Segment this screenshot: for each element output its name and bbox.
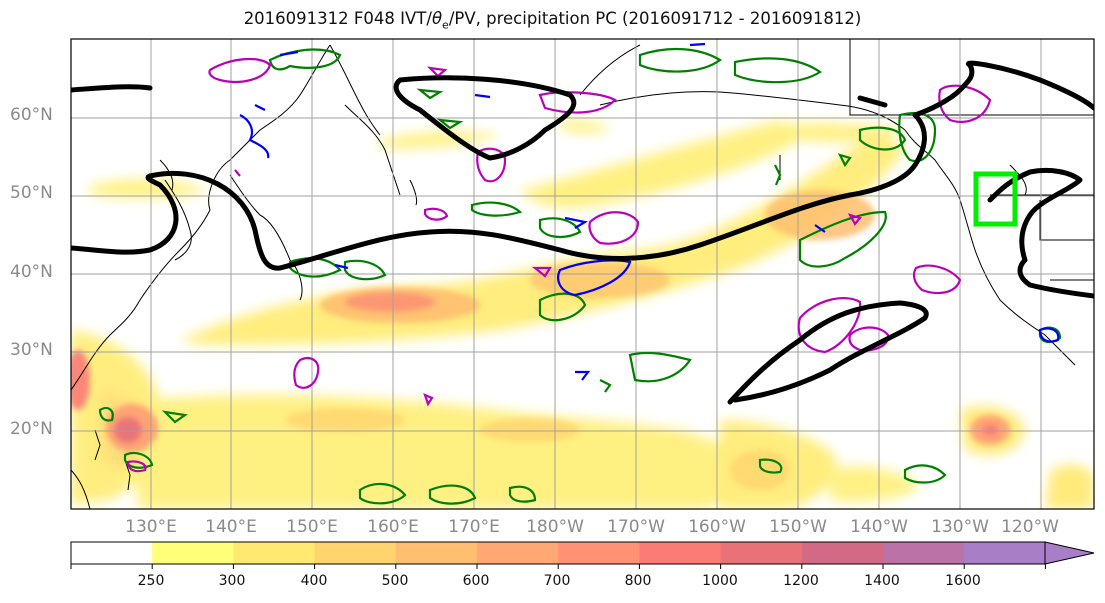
target-region-box [973,171,1018,227]
colorbar-label-1400: 1400 [864,573,900,589]
colorbar-label-800: 800 [624,573,652,589]
plot-title: 2016091312 F048 IVT/θe/PV, precipitation… [243,9,862,32]
lat-label-30n: 30°N [10,340,53,360]
lat-label-20n: 20°N [10,419,53,439]
colorbar-label-1200: 1200 [783,573,819,589]
colorbar-label-700: 700 [543,573,571,589]
lon-label-160w: 160°W [688,517,746,537]
colorbar-segment [71,542,153,564]
lon-label-130e: 130°E [125,517,177,537]
colorbar-segment [395,542,478,564]
colorbar-segment [964,542,1046,564]
lon-label-150w: 150°W [769,517,827,537]
lon-label-160e: 160°E [367,517,419,537]
lon-label-120w: 120°W [1001,517,1059,537]
colorbar-segment [314,542,397,564]
colorbar-label-300: 300 [218,573,246,589]
colorbar-segment [558,542,640,564]
map-frame [70,38,1095,510]
graticule [71,39,1094,509]
colorbar-extend-arrow [1044,541,1095,565]
lon-label-170w: 170°W [607,517,665,537]
colorbar-label-1600: 1600 [945,573,981,589]
colorbar-segment [233,542,316,564]
lon-label-180w: 180°W [526,517,584,537]
coastlines [71,39,1094,509]
colorbar-label-250: 250 [137,573,165,589]
ivt-core [71,190,1010,490]
colorbar-label-400: 400 [300,573,328,589]
pv-negative-contours [239,42,1060,381]
lat-label-50n: 50°N [10,183,53,203]
colorbar-segment [883,542,965,564]
lon-label-150e: 150°E [286,517,338,537]
colorbar-segment [720,542,803,564]
lon-label-140w: 140°W [850,517,908,537]
lon-label-140e: 140°E [205,517,257,537]
colorbar-label-500: 500 [381,573,409,589]
colorbar-segment [477,542,559,564]
lon-label-170e: 170°E [448,517,500,537]
colorbar-label-600: 600 [462,573,490,589]
colorbar-segment [639,542,722,564]
colorbar-segment [801,542,884,564]
ivt-contours [71,60,1094,405]
pv-positive-contours [126,57,992,473]
colorbar-label-1000: 1000 [702,573,738,589]
colorbar-segment [152,542,234,564]
lat-label-60n: 60°N [10,105,53,125]
lat-label-40n: 40°N [10,262,53,282]
lon-label-130w: 130°W [931,517,989,537]
thetae-contours [98,47,1062,505]
